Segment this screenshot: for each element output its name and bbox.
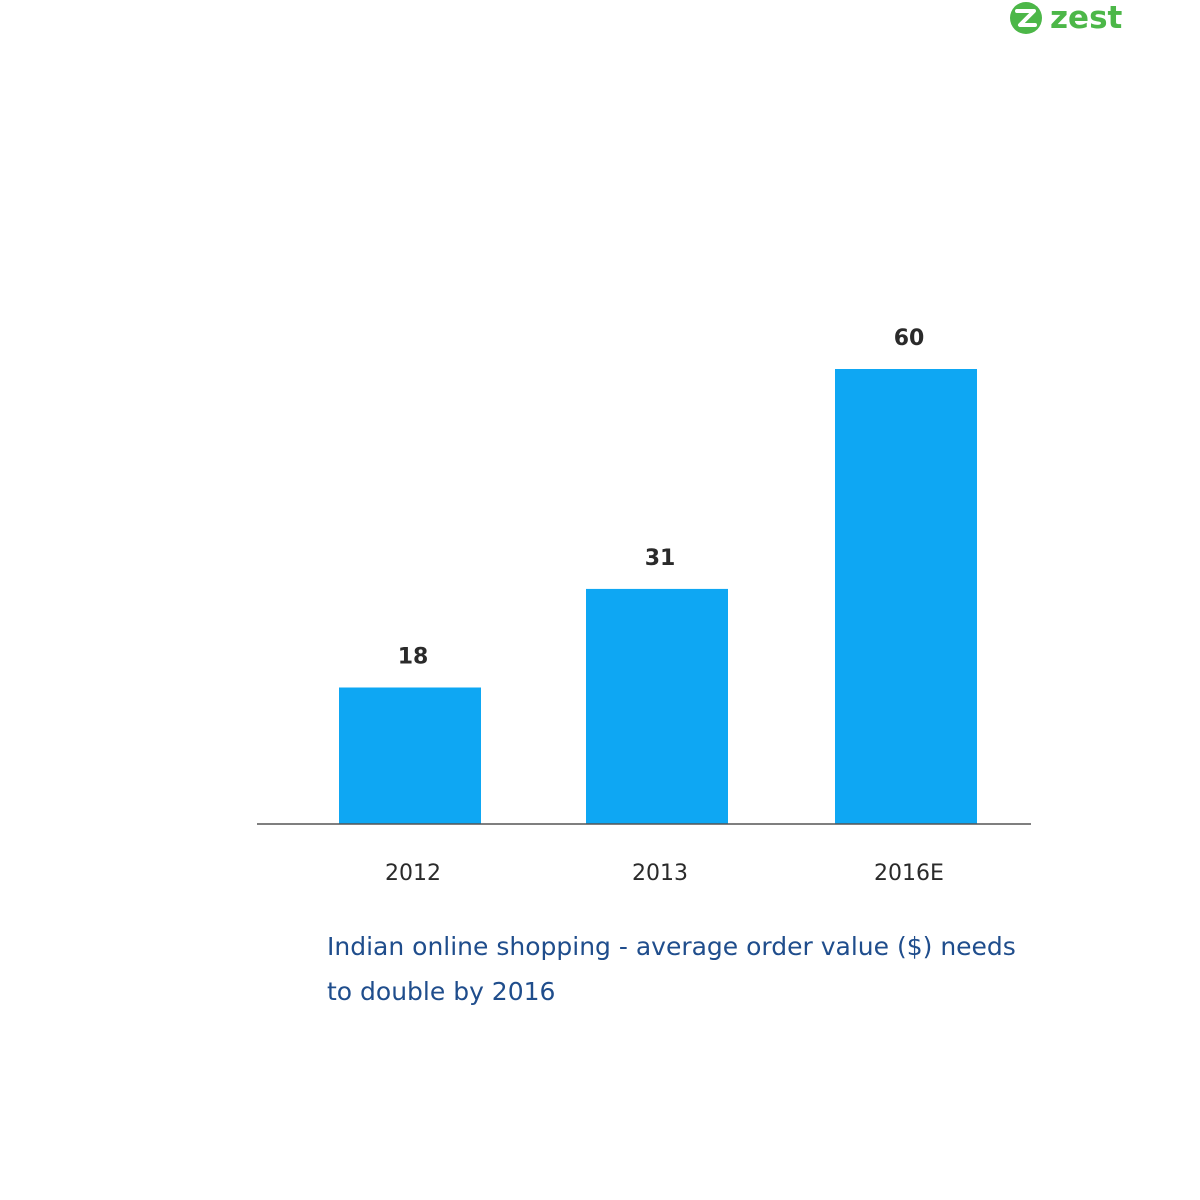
data-label-2013: 31	[645, 546, 676, 571]
chart-caption: Indian online shopping - average order v…	[327, 932, 1016, 1006]
bar-2016E	[835, 369, 977, 824]
data-label-2016E: 60	[894, 326, 925, 351]
zest-logo: zest	[1010, 0, 1123, 36]
zest-z-icon	[1010, 2, 1042, 34]
x-tick-label-2016E: 2016E	[874, 861, 944, 886]
bar-2012	[339, 687, 481, 824]
data-label-2012: 18	[398, 645, 429, 670]
bar-chart: 18 31 60 2012 2013 2016E	[257, 326, 1031, 886]
x-tick-labels-group: 2012 2013 2016E	[385, 861, 944, 886]
bars-group	[339, 369, 977, 824]
x-tick-label-2012: 2012	[385, 861, 441, 886]
brand-name: zest	[1050, 0, 1123, 36]
x-tick-label-2013: 2013	[632, 861, 688, 886]
data-labels-group: 18 31 60	[398, 326, 925, 670]
bar-2013	[586, 588, 728, 824]
